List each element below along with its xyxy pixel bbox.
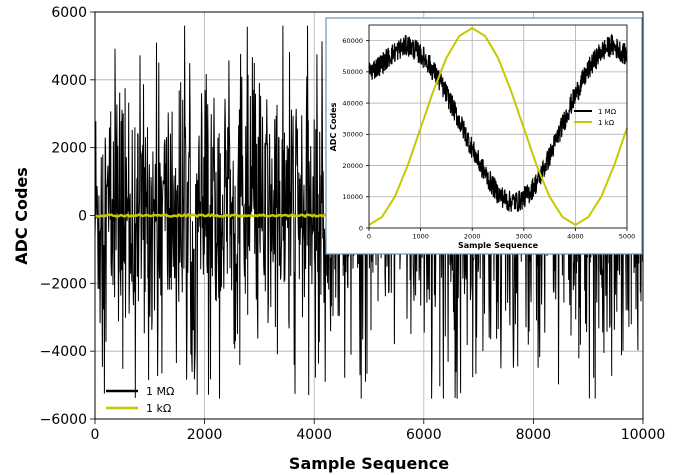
main-x-tick-label: 2000 <box>187 427 223 443</box>
main-y-tick-label: −2000 <box>40 276 87 292</box>
main-y-ticks: −6000 −4000 −2000 0 2000 4000 6000 <box>40 5 95 428</box>
inset-x-axis-label: Sample Sequence <box>458 241 539 250</box>
inset-legend: 1 MΩ 1 kΩ <box>574 108 617 127</box>
inset-legend-label-1kohm: 1 kΩ <box>598 119 615 127</box>
inset-y-ticks: 0 10000 20000 30000 40000 50000 60000 <box>342 37 369 232</box>
inset-y-tick-label: 50000 <box>342 68 363 76</box>
inset-y-axis-label: ADC Codes <box>329 102 338 151</box>
main-x-tick-label: 4000 <box>296 427 332 443</box>
inset-y-tick-label: 10000 <box>342 193 363 201</box>
inset-x-tick-label: 4000 <box>567 233 584 241</box>
main-legend-label-1kohm: 1 kΩ <box>146 402 171 415</box>
inset-y-tick-label: 30000 <box>342 131 363 139</box>
main-legend: 1 MΩ 1 kΩ <box>106 385 174 415</box>
main-y-axis-label: ADC Codes <box>12 167 31 265</box>
main-x-axis-label: Sample Sequence <box>289 454 449 473</box>
inset-y-tick-label: 20000 <box>342 162 363 170</box>
main-y-tick-label: 2000 <box>51 141 87 157</box>
main-x-tick-label: 0 <box>91 427 100 443</box>
main-x-tick-label: 10000 <box>621 427 666 443</box>
main-y-tick-label: 4000 <box>51 73 87 89</box>
main-legend-label-1mohm: 1 MΩ <box>146 385 174 398</box>
main-y-tick-label: 6000 <box>51 5 87 21</box>
inset-x-tick-label: 2000 <box>464 233 481 241</box>
inset-series-line-1kohm <box>368 26 628 227</box>
inset-x-tick-label: 5000 <box>619 233 636 241</box>
inset-chart: 0 1000 2000 3000 4000 5000 0 10000 20000 30000 40… <box>325 17 643 255</box>
inset-y-tick-label: 0 <box>359 224 363 232</box>
inset-legend-label-1mohm: 1 MΩ <box>598 108 617 116</box>
main-x-tick-label: 8000 <box>516 427 552 443</box>
main-x-ticks: 0 2000 4000 6000 8000 10000 <box>91 419 666 443</box>
inset-x-ticks: 0 1000 2000 3000 4000 5000 <box>367 228 635 241</box>
main-y-tick-label: 0 <box>78 209 87 225</box>
inset-x-tick-label: 1000 <box>412 233 429 241</box>
inset-y-tick-label: 40000 <box>342 99 363 107</box>
main-y-tick-label: −6000 <box>40 412 87 428</box>
inset-plot-frame <box>368 24 628 229</box>
inset-y-tick-label: 60000 <box>342 37 363 45</box>
main-x-tick-label: 6000 <box>406 427 442 443</box>
inset-series <box>368 26 628 227</box>
inset-series-line-1mohm <box>368 33 628 212</box>
inset-x-tick-label: 0 <box>367 233 371 241</box>
inset-x-tick-label: 3000 <box>516 233 533 241</box>
main-y-tick-label: −4000 <box>40 344 87 360</box>
